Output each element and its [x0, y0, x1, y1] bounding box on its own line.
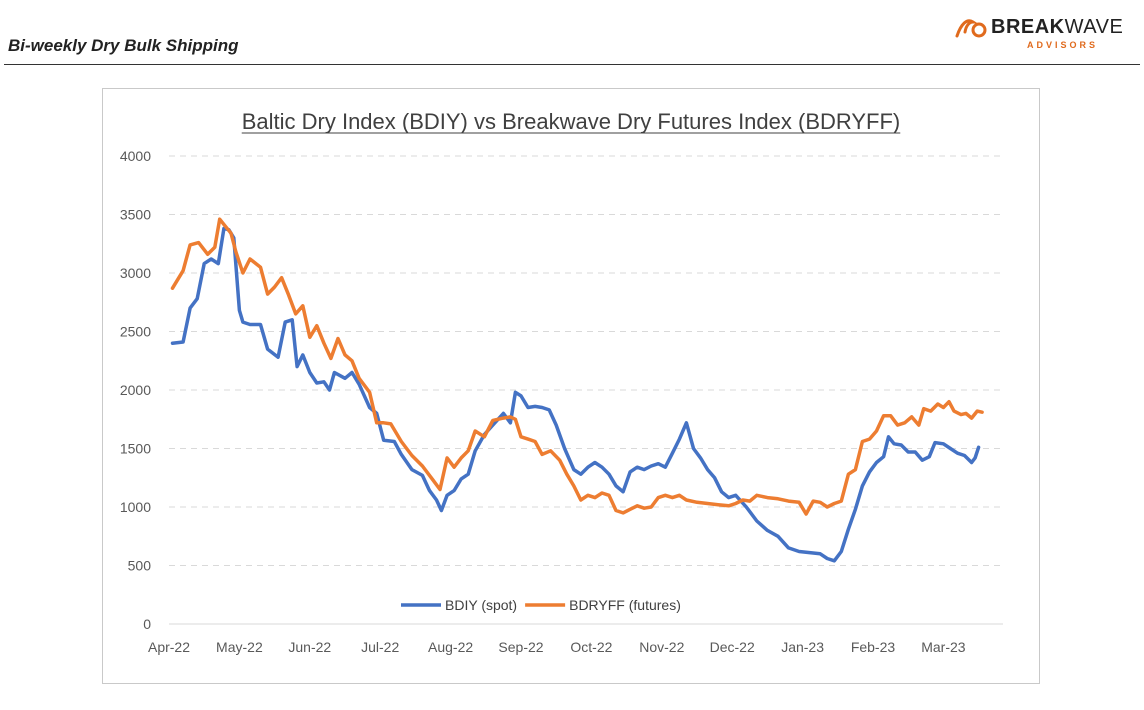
y-tick-label: 2500 [120, 324, 151, 340]
series-line [170, 217, 984, 516]
x-axis-ticks: Apr-22 May-22 Jun-22 Jul-22 Aug-22 Sep-22 Oct-… [148, 639, 966, 655]
x-tick-label: Nov-22 [639, 639, 684, 655]
logo-word-regular: WAVE [1064, 16, 1124, 38]
x-tick-label: May-22 [216, 639, 263, 655]
legend-label: BDRYFF (futures) [569, 597, 681, 613]
x-tick-label: Mar-23 [921, 639, 966, 655]
series-line [170, 226, 981, 563]
x-tick-label: Apr-22 [148, 639, 190, 655]
y-tick-label: 3500 [120, 207, 151, 223]
y-axis-ticks: 0 500 1000 1500 2000 2500 3000 3500 4000 [120, 148, 151, 632]
chart-title: Baltic Dry Index (BDIY) vs Breakwave Dry… [242, 109, 901, 134]
x-tick-label: Jan-23 [781, 639, 824, 655]
gridlines [169, 155, 1003, 625]
y-tick-label: 0 [143, 616, 151, 632]
y-tick-label: 1000 [120, 499, 151, 515]
legend-label: BDIY (spot) [445, 597, 517, 613]
x-tick-label: Sep-22 [498, 639, 543, 655]
logo-word-bold: BREAK [991, 16, 1065, 38]
y-tick-label: 4000 [120, 148, 151, 164]
x-tick-label: Jul-22 [361, 639, 399, 655]
header-divider [4, 64, 1140, 65]
y-tick-label: 1500 [120, 441, 151, 457]
logo-wordmark: BREAKWAVE [991, 16, 1123, 39]
chart-container: Baltic Dry Index (BDIY) vs Breakwave Dry… [102, 88, 1040, 684]
y-tick-label: 3000 [120, 265, 151, 281]
series-lines [170, 217, 984, 563]
wave-logo-icon [955, 19, 987, 38]
x-tick-label: Feb-23 [851, 639, 896, 655]
x-tick-label: Aug-22 [428, 639, 473, 655]
x-tick-label: Oct-22 [570, 639, 612, 655]
x-tick-label: Dec-22 [710, 639, 755, 655]
y-tick-label: 2000 [120, 382, 151, 398]
chart-legend: BDIY (spot) BDRYFF (futures) [401, 597, 681, 613]
x-tick-label: Jun-22 [288, 639, 331, 655]
breakwave-logo: BREAKWAVE ADVISORS [955, 14, 1123, 56]
logo-subtitle: ADVISORS [1027, 40, 1099, 50]
line-chart: Baltic Dry Index (BDIY) vs Breakwave Dry… [120, 109, 1003, 655]
report-title: Bi-weekly Dry Bulk Shipping [8, 36, 239, 55]
y-tick-label: 500 [128, 558, 152, 574]
